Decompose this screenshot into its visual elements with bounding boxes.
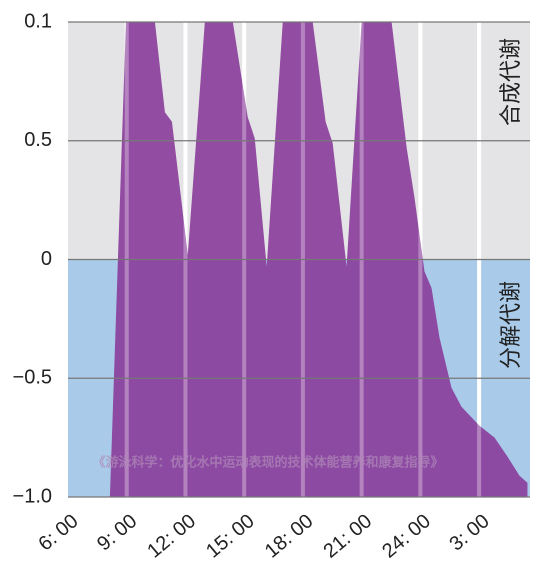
y-tick-label: 0 (41, 248, 52, 270)
side-label: 合成代谢 (498, 38, 523, 126)
side-label: 分解代谢 (498, 281, 523, 369)
x-tick-label: 18: 00 (261, 510, 318, 563)
x-tick-label: 21: 00 (320, 510, 377, 563)
x-tick-label: 24: 00 (378, 510, 435, 563)
x-tick-label: 12: 00 (143, 510, 200, 563)
x-tick-label: 6: 00 (34, 510, 82, 555)
x-tick-label: 3: 00 (445, 510, 493, 555)
x-tick-label: 15: 00 (202, 510, 259, 563)
x-tick-label: 9: 00 (93, 510, 141, 555)
watermark: 《游泳科学：优化水中运动表现的技术体能营养和康复指导》 (92, 454, 443, 469)
y-tick-label: −1.0 (13, 485, 52, 507)
y-tick-label: −0.5 (13, 367, 52, 389)
y-tick-label: 0.5 (24, 129, 52, 151)
y-tick-label: 0.1 (24, 10, 52, 32)
